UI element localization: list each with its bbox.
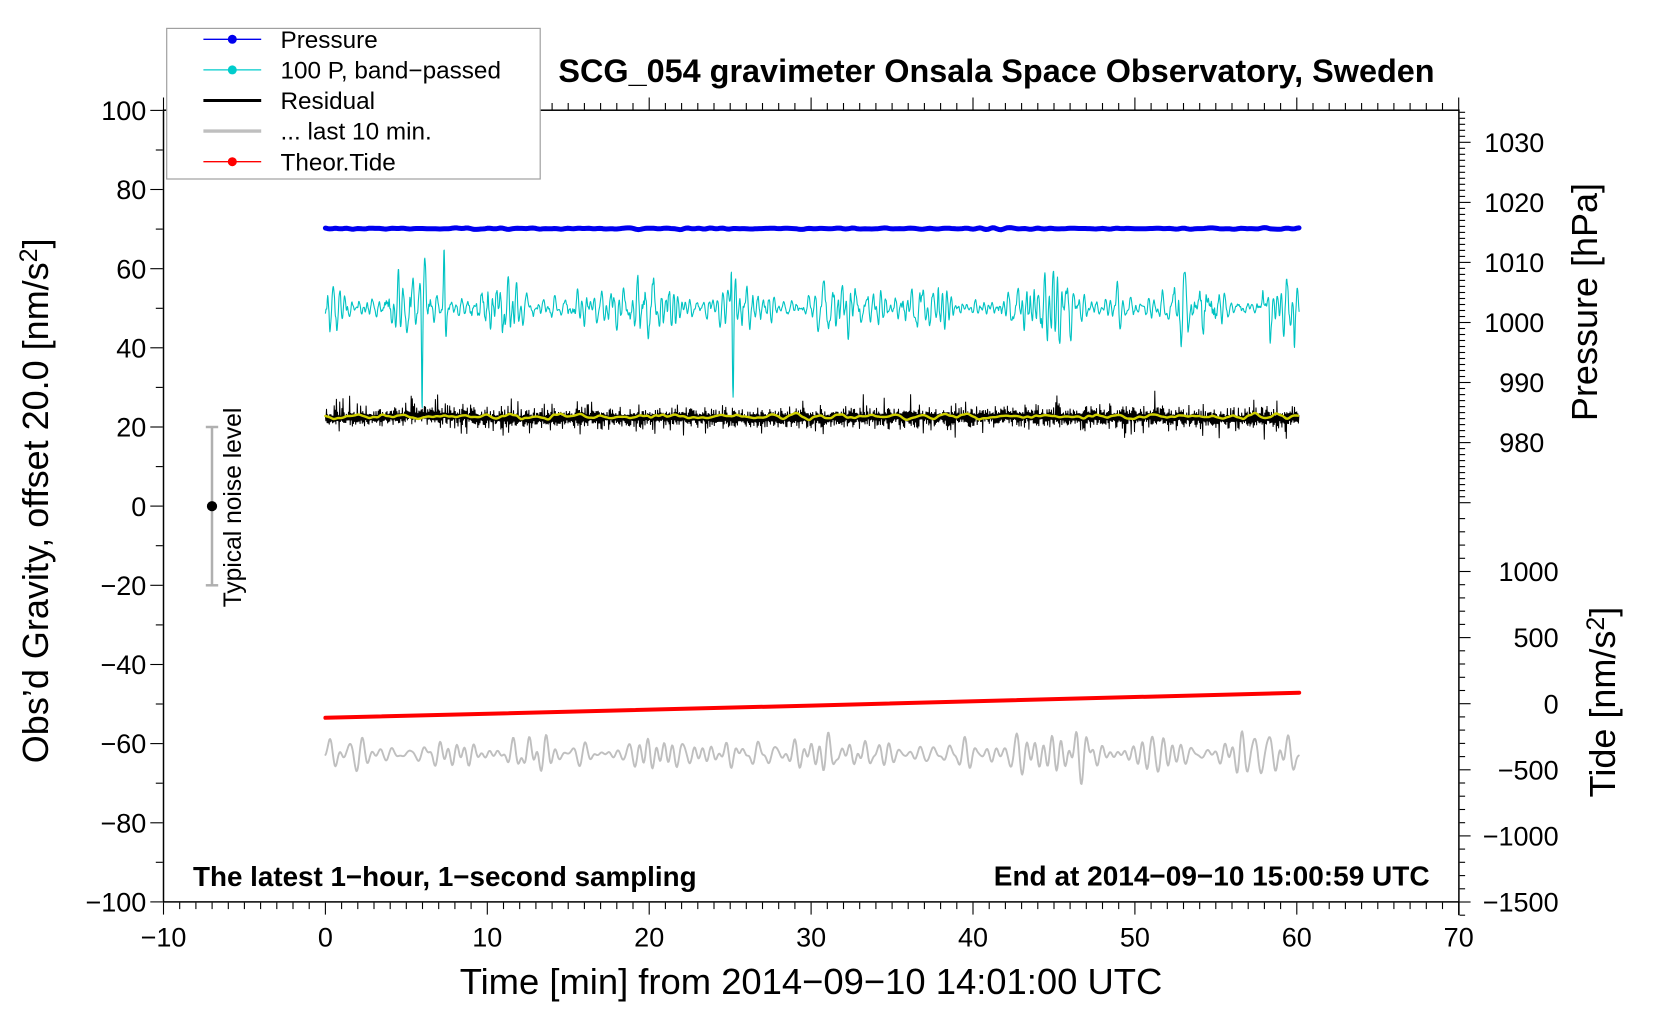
svg-text:10: 10 [472, 923, 502, 953]
svg-text:1000: 1000 [1484, 308, 1544, 338]
svg-text:20: 20 [116, 413, 146, 443]
svg-text:Tide [nm/s2]: Tide [nm/s2] [1582, 607, 1623, 798]
svg-text:−500: −500 [1498, 755, 1559, 785]
svg-text:Obs’d Gravity, offset 20.0 [nm: Obs’d Gravity, offset 20.0 [nm/s2] [15, 238, 56, 763]
svg-text:1010: 1010 [1484, 248, 1544, 278]
svg-text:The latest 1−hour, 1−second sa: The latest 1−hour, 1−second sampling [193, 861, 697, 892]
svg-text:500: 500 [1514, 623, 1559, 653]
svg-text:Time [min] from 2014−09−10 14:: Time [min] from 2014−09−10 14:01:00 UTC [460, 961, 1163, 1002]
svg-text:−20: −20 [100, 571, 146, 601]
svg-text:Pressure [hPa]: Pressure [hPa] [1564, 183, 1605, 421]
svg-text:40: 40 [116, 333, 146, 363]
svg-text:1020: 1020 [1484, 188, 1544, 218]
svg-text:End at 2014−09−10 15:00:59 UTC: End at 2014−09−10 15:00:59 UTC [994, 861, 1430, 892]
svg-text:Theor.Tide: Theor.Tide [281, 149, 396, 176]
svg-text:SCG_054 gravimeter Onsala Spac: SCG_054 gravimeter Onsala Space Observat… [558, 53, 1434, 89]
svg-text:1030: 1030 [1484, 128, 1544, 158]
svg-text:−1500: −1500 [1483, 888, 1559, 918]
svg-text:60: 60 [1282, 923, 1312, 953]
svg-text:−1000: −1000 [1483, 822, 1559, 852]
svg-text:Residual: Residual [281, 88, 376, 115]
svg-text:−60: −60 [100, 729, 146, 759]
svg-text:100: 100 [101, 96, 146, 126]
svg-text:1000: 1000 [1499, 557, 1559, 587]
svg-text:70: 70 [1444, 923, 1474, 953]
svg-text:−80: −80 [100, 808, 146, 838]
svg-text:100 P, band−passed: 100 P, band−passed [281, 58, 501, 85]
svg-text:30: 30 [796, 923, 826, 953]
svg-text:0: 0 [1544, 689, 1559, 719]
svg-text:0: 0 [318, 923, 333, 953]
svg-text:980: 980 [1499, 428, 1544, 458]
svg-text:990: 990 [1499, 368, 1544, 398]
svg-text:Typical noise level: Typical noise level [220, 408, 247, 608]
svg-text:40: 40 [958, 923, 988, 953]
svg-text:Pressure: Pressure [281, 27, 378, 54]
svg-text:... last 10 min.: ... last 10 min. [281, 119, 432, 146]
svg-text:−10: −10 [141, 923, 187, 953]
svg-text:0: 0 [131, 492, 146, 522]
svg-text:80: 80 [116, 175, 146, 205]
svg-text:60: 60 [116, 254, 146, 284]
svg-text:50: 50 [1120, 923, 1150, 953]
svg-text:−100: −100 [85, 888, 146, 918]
svg-text:−40: −40 [100, 650, 146, 680]
svg-text:20: 20 [634, 923, 664, 953]
